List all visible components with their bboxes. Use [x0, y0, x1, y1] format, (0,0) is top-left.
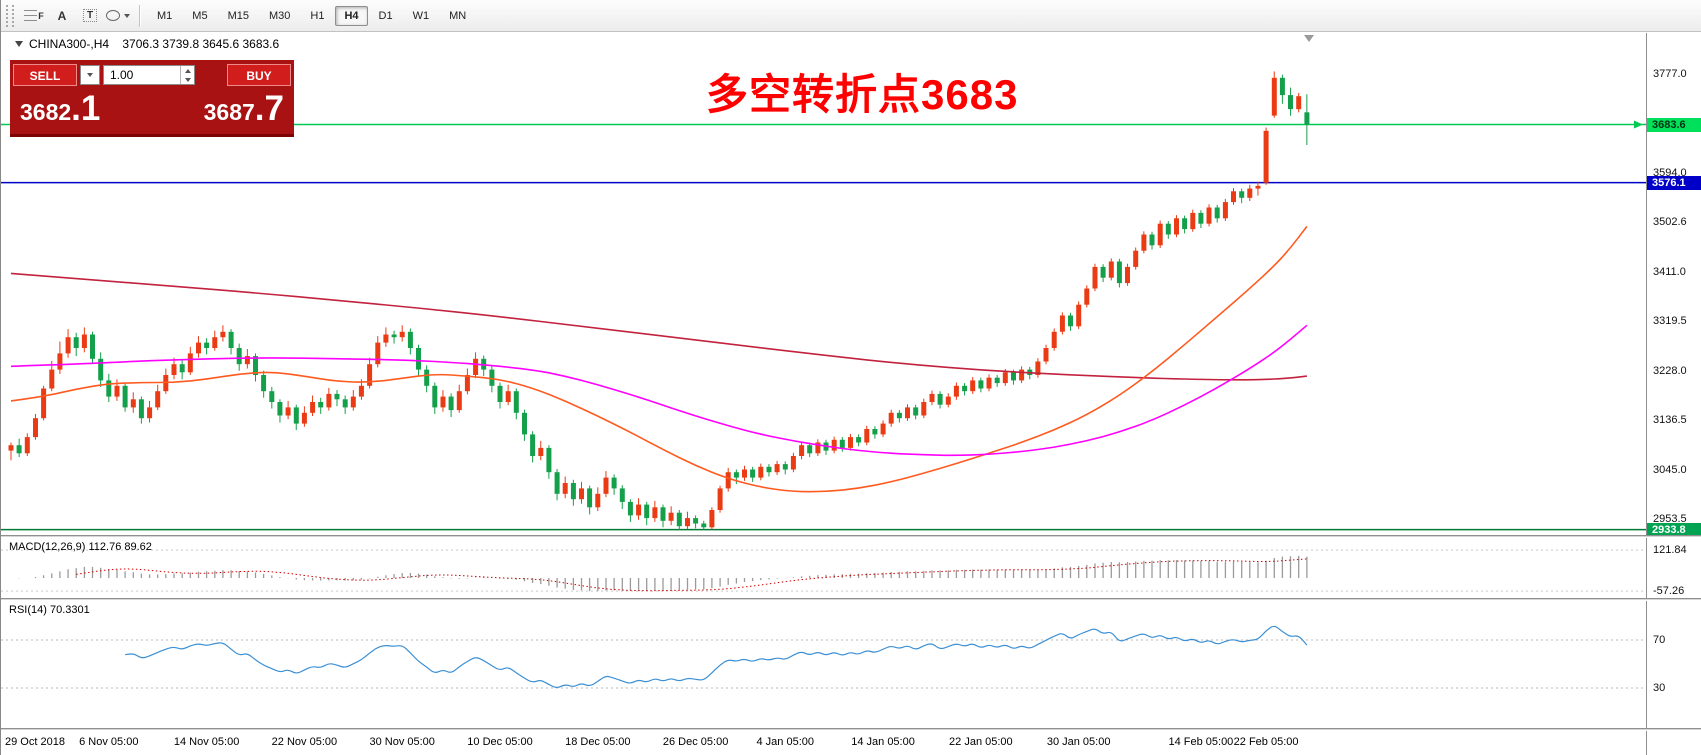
panel-separator[interactable]	[1, 728, 1701, 731]
time-label: 30 Nov 05:00	[369, 736, 435, 748]
text-label-icon: A	[57, 8, 67, 23]
time-label: 22 Nov 05:00	[271, 736, 338, 748]
ma-mid-orange	[10, 225, 1308, 493]
time-label: 22 Jan 05:00	[949, 736, 1013, 748]
time-label: 30 Jan 05:00	[1046, 736, 1111, 748]
timeframe-mn[interactable]: MN	[449, 9, 467, 22]
macd-axis-label: 121.84	[1653, 544, 1687, 557]
time-label: 6 Nov 05:00	[79, 736, 139, 748]
timeframe-h4[interactable]: H4	[335, 5, 368, 26]
arrow-down-icon	[184, 77, 191, 82]
fibonacci-icon	[24, 10, 38, 21]
time-label: 26 Dec 05:00	[662, 736, 729, 748]
fibonacci-tool-button[interactable]: F	[21, 3, 47, 29]
chart-annotation-text: 多空转折点3683	[706, 71, 1019, 118]
price-tick: 3045.0	[1653, 463, 1687, 476]
macd-signal-line	[76, 558, 1307, 592]
volume-stepper	[180, 66, 194, 84]
time-label: 14 Feb 05:00	[1168, 736, 1234, 748]
volume-input[interactable]	[104, 66, 186, 84]
time-label: 22 Feb 05:00	[1233, 736, 1299, 748]
price-tick: 3136.5	[1653, 414, 1687, 427]
timeframe-m1[interactable]: M1	[157, 9, 173, 22]
chart-header: CHINA300-,H4 3706.3 3739.8 3645.6 3683.6	[29, 37, 279, 51]
volume-stepper-up[interactable]	[181, 66, 194, 75]
text-icon: T	[82, 9, 98, 22]
sell-button[interactable]: SELL	[13, 64, 77, 86]
price-tick: 3319.5	[1653, 315, 1687, 328]
volume-stepper-down[interactable]	[181, 75, 194, 84]
macd-histogram	[18, 555, 1308, 592]
rsi-plot	[1, 625, 1646, 689]
caret-down-icon	[87, 73, 93, 77]
price-tag-2933.8: 2933.8	[1647, 522, 1701, 537]
timeframe-w1[interactable]: W1	[412, 9, 430, 22]
macd-label: MACD(12,26,9) 112.76 89.62	[9, 541, 152, 553]
timeframe-m30[interactable]: M30	[268, 9, 291, 22]
caret-down-icon	[124, 13, 130, 18]
price-tick: 2953.5	[1653, 512, 1687, 525]
panel-separator[interactable]	[1, 598, 1701, 601]
rsi-axis-label: 70	[1653, 634, 1666, 646]
buy-button[interactable]: BUY	[227, 64, 291, 86]
time-label: 18 Dec 05:00	[565, 736, 631, 748]
timeframe-group: M1 M5 M15 M30 H1 H4 D1 W1 MN	[147, 5, 476, 26]
shapes-tool-dropdown[interactable]	[105, 3, 131, 29]
price-tick: 3777.0	[1653, 68, 1687, 81]
text-tool-button[interactable]: T	[77, 3, 103, 29]
price-axis-border	[1646, 33, 1647, 755]
candles	[8, 71, 1310, 530]
volume-dropdown[interactable]	[80, 65, 100, 85]
arrow-up-icon	[184, 68, 191, 73]
rsi-label: RSI(14) 70.3301	[9, 604, 90, 616]
toolbar: F A T M1 M5 M15 M30 H1 H4 D1 W1 MN	[1, 0, 1701, 32]
time-label: 10 Dec 05:00	[467, 736, 533, 748]
timeframe-m5[interactable]: M5	[192, 9, 208, 22]
bid-price: 3682.1	[20, 89, 101, 128]
price-tick: 3411.0	[1653, 265, 1686, 278]
macd-plot	[1, 549, 1646, 592]
ellipse-shape-icon	[106, 10, 120, 21]
macd-axis-label: -57.26	[1653, 585, 1685, 598]
macd-panel[interactable]	[1, 538, 1646, 598]
ma-fast-magenta	[10, 324, 1308, 457]
price-tag-3576.1: 3576.1	[1647, 175, 1701, 190]
volume-field-wrap	[103, 65, 195, 85]
rsi-panel[interactable]	[1, 601, 1646, 728]
fibonacci-icon-letter: F	[38, 10, 44, 21]
panel-separator[interactable]	[1, 535, 1701, 538]
ma-slow-darkred	[10, 272, 1307, 381]
time-label: 4 Jan 05:00	[756, 736, 815, 748]
time-label: 14 Jan 05:00	[851, 736, 915, 748]
one-click-trade-panel: SELL BUY 3682.1 3687.7	[10, 60, 294, 137]
timeframe-h1[interactable]: H1	[310, 9, 325, 22]
chart-shift-marker[interactable]	[1304, 35, 1314, 42]
horizontal-lines[interactable]	[1, 120, 1646, 531]
time-label: 14 Nov 05:00	[173, 736, 240, 748]
toolbar-grip[interactable]	[6, 4, 14, 27]
timeframe-m15[interactable]: M15	[227, 9, 249, 22]
rsi-axis-label: 30	[1653, 682, 1666, 694]
text-label-tool-button[interactable]: A	[49, 3, 75, 29]
rsi-line	[124, 625, 1308, 688]
price-tag-3683.6: 3683.6	[1647, 117, 1701, 132]
moving-averages	[10, 225, 1308, 493]
time-axis[interactable]: 29 Oct 2018 6 Nov 05:00 14 Nov 05:00 22 Nov…	[1, 730, 1646, 755]
price-tick: 3502.6	[1653, 216, 1687, 229]
candlestick-chart[interactable]	[1, 33, 1646, 535]
ask-price: 3687.7	[203, 89, 284, 128]
one-click-panel-toggle[interactable]	[15, 41, 23, 47]
price-tick: 3228.0	[1653, 364, 1687, 377]
ohlc-values: 3706.3 3739.8 3645.6 3683.6	[122, 37, 280, 51]
time-label: 29 Oct 2018	[5, 736, 65, 748]
toolbar-separator	[139, 4, 140, 27]
timeframe-d1[interactable]: D1	[378, 9, 393, 22]
price-axis[interactable]: 3777.0 3594.0 3502.6 3411.0 3319.5 3228.0 3136…	[1647, 0, 1701, 755]
symbol-period-label: CHINA300-,H4	[29, 37, 110, 51]
hline-arrow-icon	[1634, 120, 1643, 129]
